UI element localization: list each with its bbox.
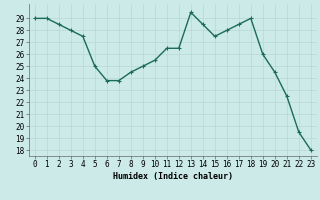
X-axis label: Humidex (Indice chaleur): Humidex (Indice chaleur) <box>113 172 233 181</box>
